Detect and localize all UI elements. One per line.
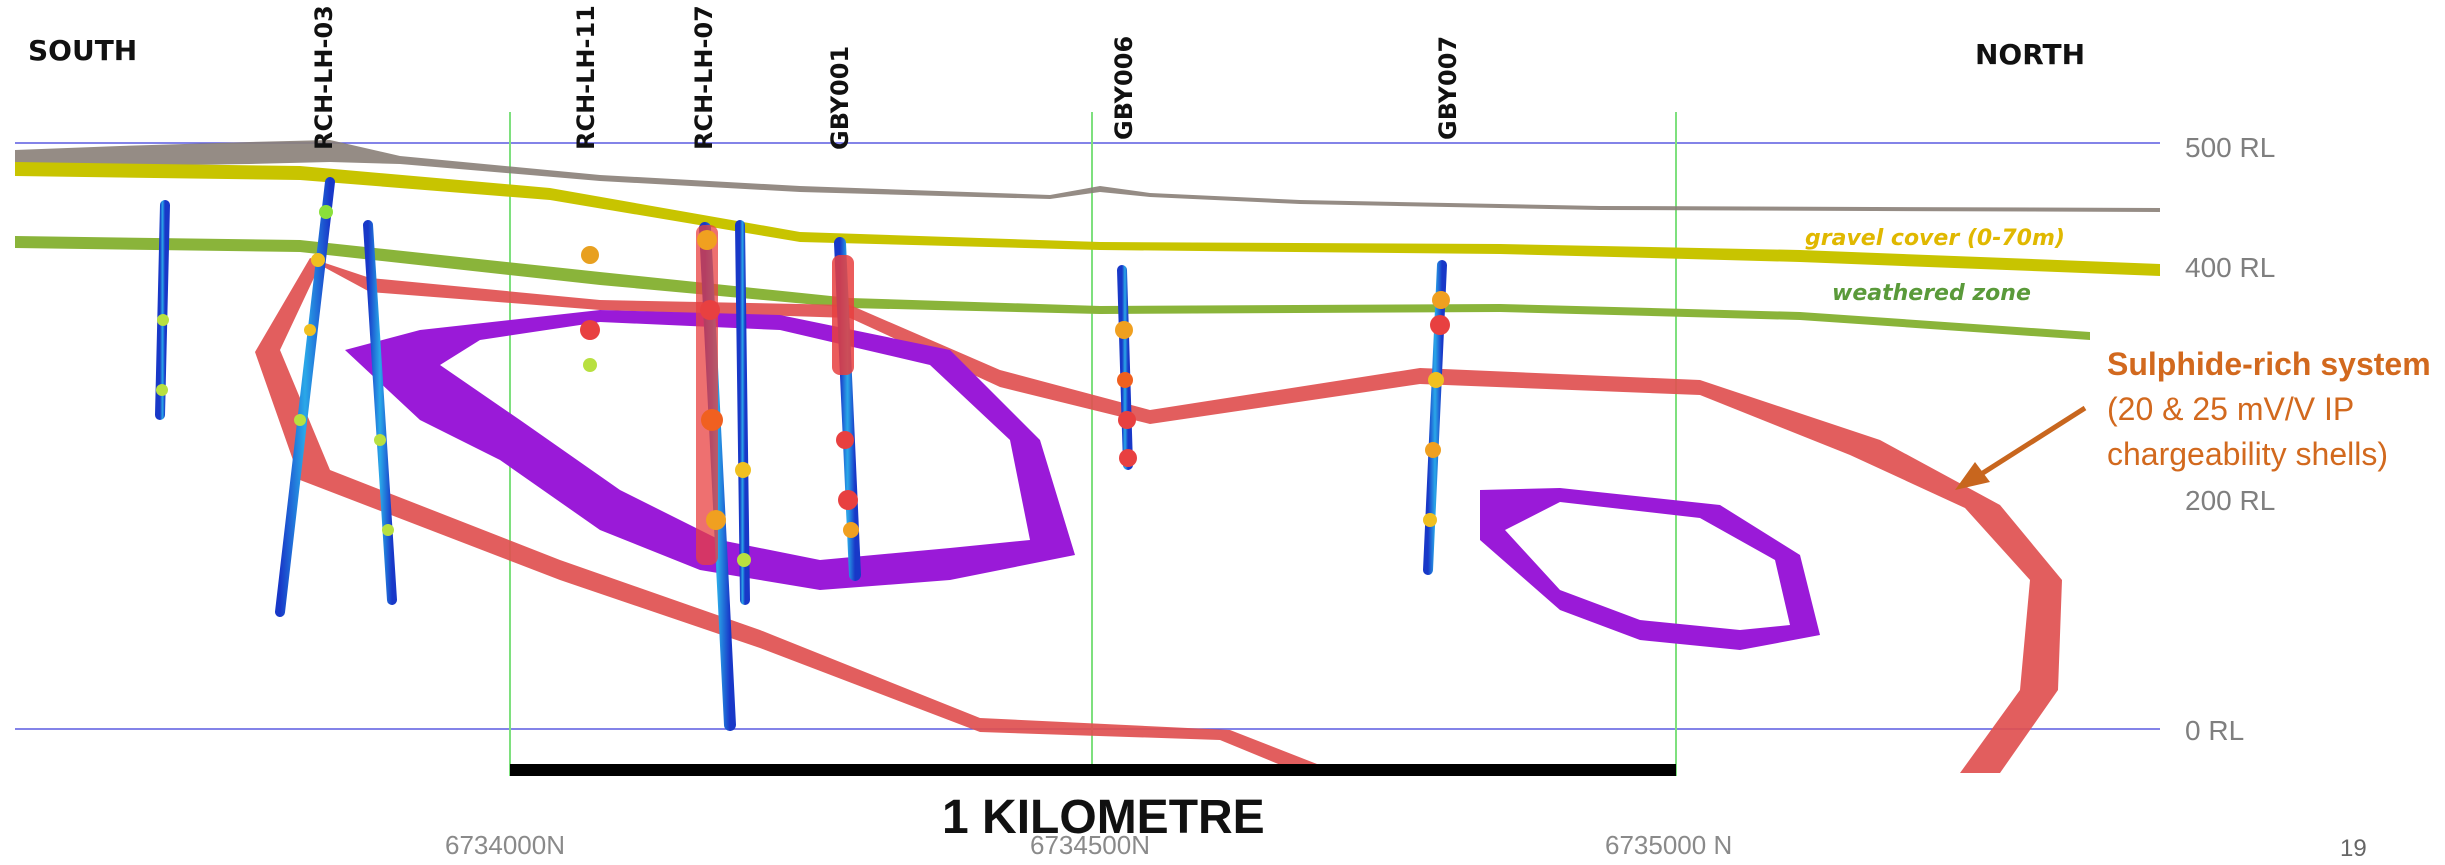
rl-label-200: 200 RL	[2185, 485, 2275, 516]
drillhole-trace-secondary-3	[735, 220, 751, 605]
drillhole-trace-gby001	[832, 237, 861, 581]
weathered-zone-label: weathered zone	[1832, 281, 2031, 306]
drillhole-trace-rch-lh-03	[275, 177, 335, 617]
sulphide-shell-purple-left	[345, 310, 1075, 590]
drillhole-label-gby007: GBY007	[1434, 36, 1462, 140]
topography-surface	[15, 140, 2160, 212]
drillhole-trace-gby006	[1115, 265, 1137, 470]
rl-label-0: 0 RL	[2185, 715, 2244, 746]
drillhole-trace-secondary-2	[363, 220, 397, 605]
rl-label-500: 500 RL	[2185, 132, 2275, 163]
callout-desc-line-2: chargeability shells)	[2107, 436, 2388, 472]
gravel-cover-label: gravel cover (0-70m)	[1805, 226, 2065, 251]
drillhole-label-gby001: GBY001	[826, 46, 854, 150]
sulphide-shell-red	[255, 258, 2062, 773]
callout-arrow	[1973, 405, 2087, 481]
scale-bar	[510, 764, 1676, 776]
sulphide-shell-purple-right	[1480, 488, 1820, 650]
scale-bar-label: 1 KILOMETRE	[942, 791, 1265, 844]
drillhole-label-rch-lh-07: RCH-LH-07	[690, 5, 718, 150]
drillhole-label-gby006: GBY006	[1110, 36, 1138, 140]
page-number: 19	[2340, 835, 2367, 862]
south-label: SOUTH	[28, 34, 137, 67]
weathered-zone-band	[15, 236, 2090, 340]
callout-arrowhead	[1955, 462, 1990, 490]
northing-label-6735000: 6735000 N	[1605, 830, 1732, 860]
drillhole-trace-rch-lh-07	[696, 222, 736, 731]
rl-label-400: 400 RL	[2185, 252, 2275, 283]
northing-label-6734000: 6734000N	[445, 830, 565, 860]
north-label: NORTH	[1975, 38, 2085, 71]
callout-title: Sulphide-rich system	[2107, 346, 2431, 382]
northing-label-6734500: 6734500N	[1030, 830, 1150, 860]
drillhole-label-rch-lh-11: RCH-LH-11	[572, 5, 600, 150]
callout-desc-line-1: (20 & 25 mV/V IP	[2107, 391, 2354, 427]
drillhole-trace-rch-lh-11	[580, 240, 600, 485]
gravel-cover-band	[15, 162, 2160, 276]
drillhole-label-rch-lh-03: RCH-LH-03	[310, 5, 338, 150]
drillhole-trace-gby007	[1423, 260, 1450, 575]
drillhole-trace-secondary-1	[155, 200, 170, 420]
